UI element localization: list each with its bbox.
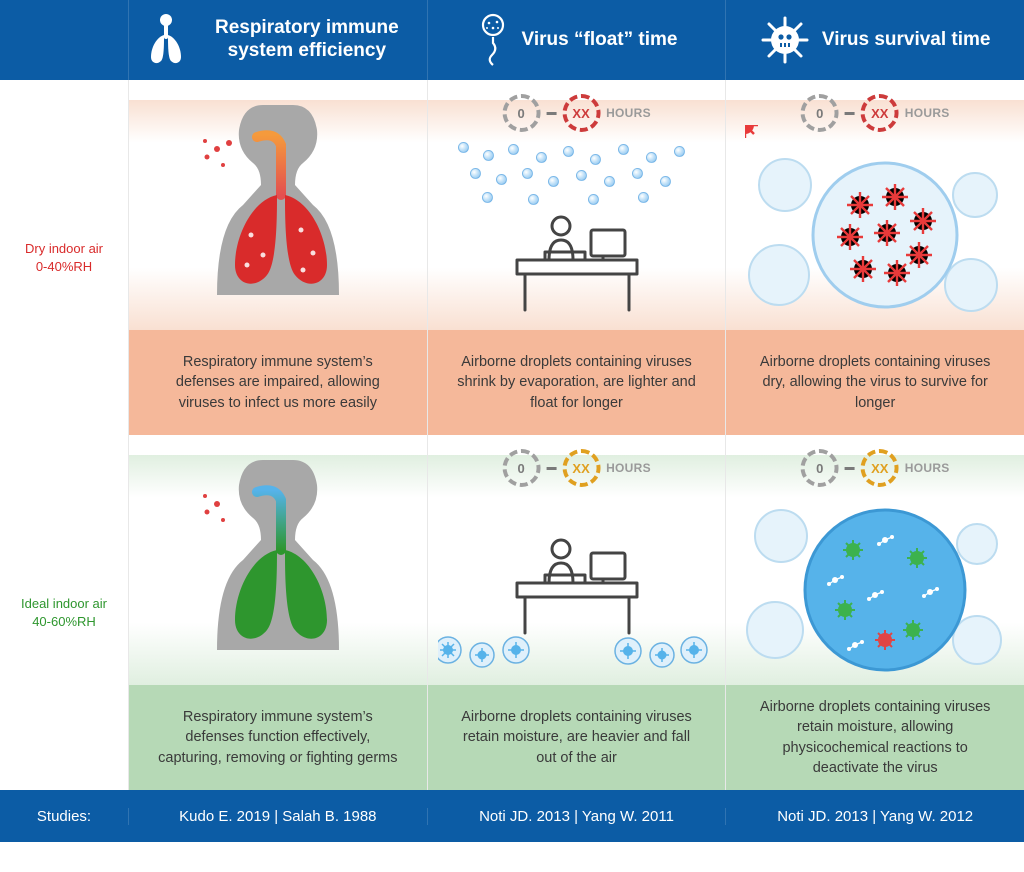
virus-skull-icon bbox=[760, 15, 810, 65]
header-row: Respiratory immune system efficiency Vir… bbox=[0, 0, 1024, 80]
footer-studies: Kudo E. 2019 | Salah B. 1988 bbox=[128, 808, 427, 825]
hours-label: HOURS bbox=[606, 106, 651, 120]
hours-label: HOURS bbox=[606, 461, 651, 475]
cell-desc: Airborne droplets containing viruses dry… bbox=[726, 330, 1024, 435]
header-title: Virus “float” time bbox=[522, 29, 678, 52]
cell-desc: Airborne droplets containing viruses ret… bbox=[428, 685, 726, 790]
footer-studies: Noti JD. 2013 | Yang W. 2011 bbox=[427, 808, 726, 825]
cell-dry-survival: 0 XX HOURS bbox=[726, 80, 1024, 435]
lungs-icon bbox=[143, 13, 189, 67]
hours-label: HOURS bbox=[905, 461, 950, 475]
counter-dash bbox=[845, 467, 855, 470]
heavy-droplets-icon bbox=[438, 625, 708, 675]
dial-right: XX bbox=[861, 449, 899, 487]
cell-ideal-float: 0 XX HOURS bbox=[428, 435, 726, 790]
header-col-float: Virus “float” time bbox=[427, 0, 726, 80]
row-label-ideal: Ideal indoor air 40-60%RH bbox=[0, 435, 128, 790]
col-float: 0 XX HOURS bbox=[427, 80, 726, 790]
footer-label: Studies: bbox=[0, 808, 128, 825]
illus: 0 XX HOURS bbox=[428, 80, 726, 330]
hours-counter: 0 XX HOURS bbox=[801, 94, 950, 132]
illus bbox=[129, 435, 427, 685]
dial-left: 0 bbox=[502, 94, 540, 132]
balloon-icon bbox=[476, 13, 510, 67]
counter-dash bbox=[546, 467, 556, 470]
cell-dry-respiratory: Respiratory immune system’s defenses are… bbox=[129, 80, 427, 435]
body-lungs-ideal-icon bbox=[183, 450, 373, 670]
hours-counter: 0 XX HOURS bbox=[502, 449, 651, 487]
body-lungs-dry-icon bbox=[183, 95, 373, 315]
row-label-line: Ideal indoor air bbox=[21, 596, 107, 611]
col-survival: 0 XX HOURS bbox=[725, 80, 1024, 790]
illus: 0 XX HOURS bbox=[726, 435, 1024, 685]
hours-label: HOURS bbox=[905, 106, 950, 120]
footer-row: Studies: Kudo E. 2019 | Salah B. 1988 No… bbox=[0, 790, 1024, 842]
header-col-survival: Virus survival time bbox=[725, 0, 1024, 80]
illus: 0 XX HOURS bbox=[428, 435, 726, 685]
cell-desc: Respiratory immune system’s defenses fun… bbox=[129, 685, 427, 790]
counter-dash bbox=[546, 112, 556, 115]
header-title: Respiratory immune system efficiency bbox=[201, 17, 413, 63]
cell-ideal-survival: 0 XX HOURS bbox=[726, 435, 1024, 790]
hours-counter: 0 XX HOURS bbox=[502, 94, 651, 132]
row-label-line: Dry indoor air bbox=[25, 241, 103, 256]
counter-dash bbox=[845, 112, 855, 115]
row-label-dry: Dry indoor air 0-40%RH bbox=[0, 80, 128, 435]
footer-studies: Noti JD. 2013 | Yang W. 2012 bbox=[725, 808, 1024, 825]
survival-ideal-icon bbox=[745, 480, 1005, 680]
dial-left: 0 bbox=[801, 94, 839, 132]
cell-desc: Airborne droplets containing viruses shr… bbox=[428, 330, 726, 435]
header-title: Virus survival time bbox=[822, 29, 991, 52]
grid-columns: Respiratory immune system’s defenses are… bbox=[128, 80, 1024, 790]
illus: 0 XX HOURS bbox=[726, 80, 1024, 330]
cell-desc: Respiratory immune system’s defenses are… bbox=[129, 330, 427, 435]
cell-ideal-respiratory: Respiratory immune system’s defenses fun… bbox=[129, 435, 427, 790]
col-respiratory: Respiratory immune system’s defenses are… bbox=[128, 80, 427, 790]
hours-counter: 0 XX HOURS bbox=[801, 449, 950, 487]
cell-dry-float: 0 XX HOURS bbox=[428, 80, 726, 435]
header-label-spacer bbox=[0, 0, 128, 80]
dial-right: XX bbox=[562, 449, 600, 487]
header-col-respiratory: Respiratory immune system efficiency bbox=[128, 0, 427, 80]
cell-desc: Airborne droplets containing viruses ret… bbox=[726, 685, 1024, 790]
illus bbox=[129, 80, 427, 330]
dial-right: XX bbox=[562, 94, 600, 132]
row-label-line: 40-60%RH bbox=[32, 614, 96, 629]
survival-dry-icon bbox=[745, 125, 1005, 325]
dial-left: 0 bbox=[801, 449, 839, 487]
dial-right: XX bbox=[861, 94, 899, 132]
dial-left: 0 bbox=[502, 449, 540, 487]
row-labels: Dry indoor air 0-40%RH Ideal indoor air 40… bbox=[0, 80, 128, 790]
grid-body: Dry indoor air 0-40%RH Ideal indoor air 40… bbox=[0, 80, 1024, 790]
infographic: Respiratory immune system efficiency Vir… bbox=[0, 0, 1024, 842]
row-label-line: 0-40%RH bbox=[36, 259, 92, 274]
desk-icon bbox=[497, 210, 657, 320]
